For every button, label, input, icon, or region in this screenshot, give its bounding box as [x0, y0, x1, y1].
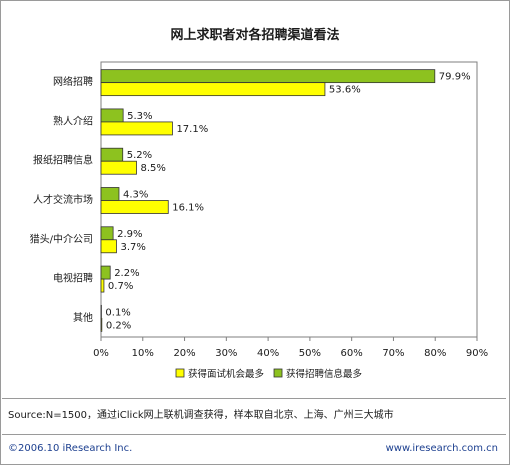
legend-label: 获得招聘信息最多: [286, 368, 362, 380]
data-label: 0.1%: [105, 307, 130, 318]
x-tick-label: 10%: [132, 348, 154, 359]
bar-info-2: [100, 147, 124, 162]
x-tick-label: 0%: [93, 348, 109, 359]
x-tick-label: 80%: [424, 348, 446, 359]
data-label: 0.2%: [106, 320, 131, 331]
data-label: 2.9%: [117, 229, 142, 240]
data-label: 79.9%: [439, 72, 471, 83]
bar-interview-2: [100, 160, 137, 175]
x-tick-label: 60%: [341, 348, 363, 359]
x-tick-label: 70%: [382, 348, 404, 359]
chart-title: 网上求职者对各招聘渠道看法: [170, 27, 339, 43]
category-label: 其他: [73, 311, 93, 324]
data-label: 0.7%: [108, 281, 133, 292]
data-label: 16.1%: [172, 203, 204, 214]
bar-interview-3: [100, 200, 169, 214]
divider-top: [2, 398, 506, 399]
x-tick-label: 50%: [299, 348, 321, 359]
bar-interview-1: [100, 121, 173, 136]
data-label: 53.6%: [329, 85, 361, 96]
bar-interview-4: [100, 239, 117, 254]
bar-interview-6: [100, 317, 103, 332]
bar-info-4: [100, 226, 114, 241]
bar-chart: 网上求职者对各招聘渠道看法 79.9% 53.6% 5.3% 17.1% 5.2% 8.5…: [30, 27, 488, 380]
bar-interview-5: [100, 278, 105, 293]
bar-info-1: [100, 108, 124, 123]
category-label: 网络招聘: [53, 75, 93, 88]
divider-bottom: [2, 434, 506, 435]
legend-label: 获得面试机会最多: [188, 368, 264, 380]
category-label: 熟人介绍: [53, 114, 93, 127]
data-label: 17.1%: [176, 124, 208, 135]
x-tick-label: 40%: [257, 348, 279, 359]
copyright: ©2006.10 iResearch Inc.: [8, 443, 133, 454]
bar-interview-0: [100, 82, 326, 97]
x-tick-label: 20%: [173, 348, 195, 359]
legend-swatch: [175, 368, 185, 378]
category-label: 报纸招聘信息: [33, 154, 93, 167]
data-label: 8.5%: [141, 163, 166, 174]
x-tick-label: 90%: [466, 348, 488, 359]
source-note: Source:N=1500，通过iClick网上联机调查获得，样本取自北京、上海…: [8, 410, 394, 421]
plot-area: [100, 61, 478, 338]
bar-info-0: [100, 69, 436, 84]
website-link[interactable]: www.iresearch.com.cn: [385, 443, 498, 454]
data-label: 5.3%: [127, 111, 152, 122]
x-tick-label: 30%: [215, 348, 237, 359]
bar-info-5: [100, 265, 111, 280]
data-label: 5.2%: [127, 150, 152, 161]
category-label: 人才交流市场: [33, 193, 93, 206]
data-label: 2.2%: [114, 268, 139, 279]
bar-info-3: [100, 187, 120, 201]
legend-swatch: [273, 368, 283, 378]
category-label: 电视招聘: [53, 272, 93, 285]
data-label: 4.3%: [123, 190, 148, 201]
data-label: 3.7%: [120, 242, 145, 253]
category-label: 猎头/中介公司: [30, 232, 93, 245]
